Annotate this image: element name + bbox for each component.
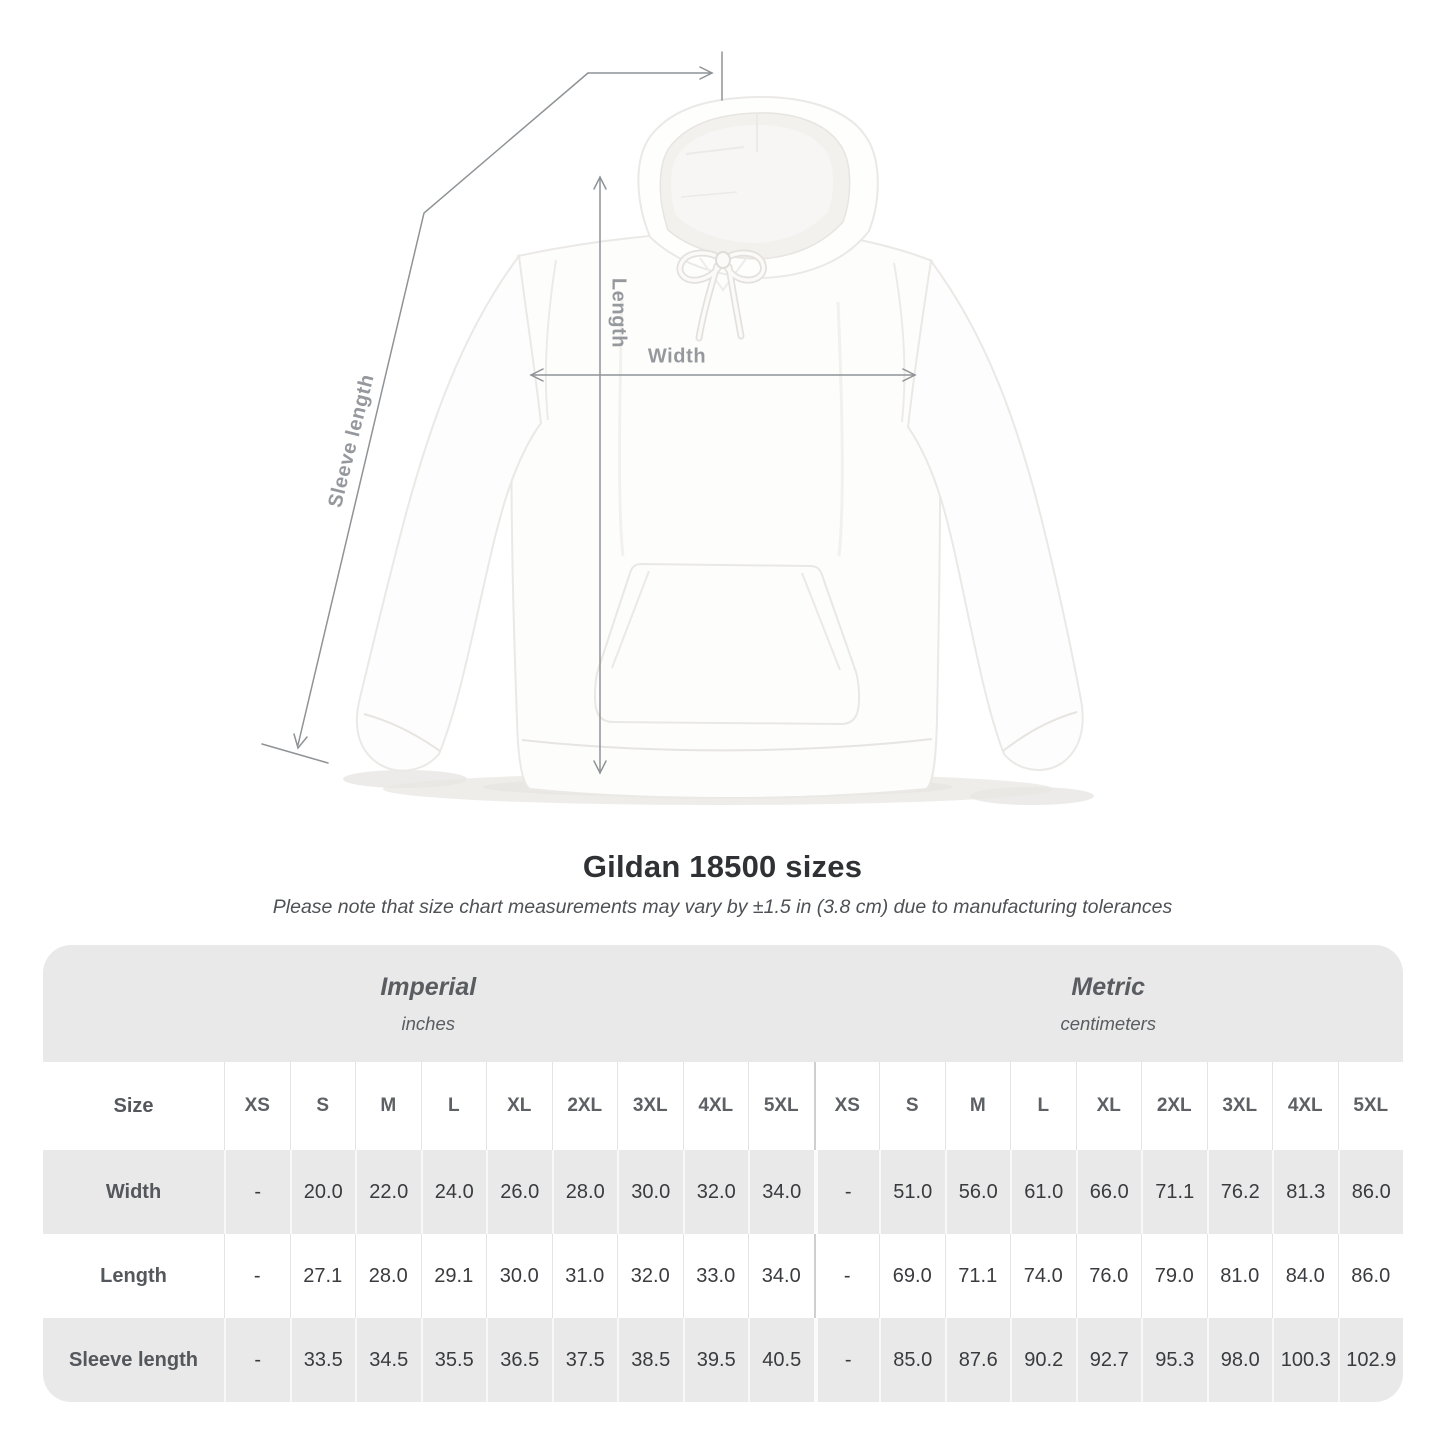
imperial-size-header-xs: XS bbox=[224, 1062, 290, 1150]
imperial-size-header-l: L bbox=[420, 1062, 486, 1150]
tolerance-note: Please note that size chart measurements… bbox=[272, 896, 1173, 918]
metric-value: 86.0 bbox=[1337, 1150, 1403, 1234]
imperial-size-header-4xl: 4XL bbox=[682, 1062, 748, 1150]
measurement-row-label: Length bbox=[43, 1234, 224, 1318]
metric-value: 61.0 bbox=[1010, 1150, 1076, 1234]
imperial-unit-header: Imperial inches bbox=[43, 945, 814, 1062]
metric-value: 102.9 bbox=[1337, 1318, 1403, 1402]
imperial-value: 30.0 bbox=[617, 1150, 683, 1234]
metric-size-header-xl: XL bbox=[1075, 1062, 1141, 1150]
metric-value: 79.0 bbox=[1141, 1234, 1207, 1318]
metric-size-header-5xl: 5XL bbox=[1337, 1062, 1403, 1150]
measurement-row-label: Sleeve length bbox=[43, 1318, 224, 1402]
metric-value: 74.0 bbox=[1010, 1234, 1076, 1318]
hoodie-measurement-figure: Length Width Sleeve length bbox=[261, 51, 1094, 805]
metric-size-header-4xl: 4XL bbox=[1272, 1062, 1338, 1150]
metric-unit-subtitle: centimeters bbox=[1060, 1012, 1157, 1034]
metric-value: 76.2 bbox=[1206, 1150, 1272, 1234]
imperial-value: 24.0 bbox=[420, 1150, 486, 1234]
kangaroo-pocket bbox=[593, 562, 861, 726]
right-sleeve bbox=[906, 258, 1084, 771]
metric-value: 76.0 bbox=[1075, 1234, 1141, 1318]
metric-value: 92.7 bbox=[1075, 1318, 1141, 1402]
imperial-size-header-2xl: 2XL bbox=[551, 1062, 617, 1150]
imperial-value: 32.0 bbox=[617, 1234, 683, 1318]
imperial-value: - bbox=[224, 1234, 290, 1318]
metric-value: - bbox=[813, 1150, 879, 1234]
imperial-value: 35.5 bbox=[420, 1318, 486, 1402]
imperial-size-header-3xl: 3XL bbox=[617, 1062, 683, 1150]
width-arrow bbox=[529, 368, 917, 382]
imperial-value: 22.0 bbox=[355, 1150, 421, 1234]
metric-size-header-l: L bbox=[1010, 1062, 1076, 1150]
metric-value: 85.0 bbox=[879, 1318, 945, 1402]
metric-size-header-xs: XS bbox=[813, 1062, 879, 1150]
size-table: Imperial inches Metric centimeters Size X… bbox=[43, 945, 1403, 1402]
imperial-value: 30.0 bbox=[486, 1234, 552, 1318]
width-measure-label: Width bbox=[647, 345, 707, 368]
imperial-unit-subtitle: inches bbox=[401, 1012, 455, 1034]
metric-size-header-m: M bbox=[944, 1062, 1010, 1150]
metric-size-header-2xl: 2XL bbox=[1141, 1062, 1207, 1150]
imperial-value: 29.1 bbox=[420, 1234, 486, 1318]
imperial-value: 26.0 bbox=[486, 1150, 552, 1234]
metric-unit-name: Metric bbox=[1071, 972, 1146, 1001]
metric-value: 87.6 bbox=[944, 1318, 1010, 1402]
cuff-tick bbox=[261, 743, 329, 764]
length-measure-label: Length bbox=[607, 277, 630, 349]
imperial-value: 34.0 bbox=[748, 1234, 814, 1318]
imperial-value: 33.0 bbox=[682, 1234, 748, 1318]
metric-value: 84.0 bbox=[1272, 1234, 1338, 1318]
imperial-unit-name: Imperial bbox=[380, 972, 477, 1001]
measurement-row-label: Width bbox=[43, 1150, 224, 1234]
metric-value: 56.0 bbox=[944, 1150, 1010, 1234]
imperial-value: 40.5 bbox=[748, 1318, 814, 1402]
metric-value: 81.0 bbox=[1206, 1234, 1272, 1318]
imperial-size-header-m: M bbox=[355, 1062, 421, 1150]
metric-value: 95.3 bbox=[1141, 1318, 1207, 1402]
metric-size-header-s: S bbox=[879, 1062, 945, 1150]
metric-value: 71.1 bbox=[944, 1234, 1010, 1318]
metric-value: 81.3 bbox=[1272, 1150, 1338, 1234]
metric-value: 51.0 bbox=[879, 1150, 945, 1234]
metric-value: - bbox=[813, 1318, 879, 1402]
imperial-value: 32.0 bbox=[682, 1150, 748, 1234]
imperial-value: 36.5 bbox=[486, 1318, 552, 1402]
size-column-header: Size bbox=[43, 1062, 224, 1150]
imperial-size-header-xl: XL bbox=[486, 1062, 552, 1150]
metric-value: 66.0 bbox=[1075, 1150, 1141, 1234]
imperial-value: 38.5 bbox=[617, 1318, 683, 1402]
metric-value: 86.0 bbox=[1337, 1234, 1403, 1318]
metric-unit-header: Metric centimeters bbox=[813, 945, 1403, 1062]
imperial-value: - bbox=[224, 1150, 290, 1234]
metric-value: 100.3 bbox=[1272, 1318, 1338, 1402]
imperial-value: 31.0 bbox=[551, 1234, 617, 1318]
imperial-value: 37.5 bbox=[551, 1318, 617, 1402]
imperial-value: 28.0 bbox=[355, 1234, 421, 1318]
imperial-size-header-5xl: 5XL bbox=[748, 1062, 814, 1150]
imperial-value: 33.5 bbox=[289, 1318, 355, 1402]
seam-lines bbox=[363, 259, 1078, 752]
sleeve-length-arrow bbox=[261, 51, 723, 764]
imperial-value: 34.0 bbox=[748, 1150, 814, 1234]
imperial-value: 28.0 bbox=[551, 1150, 617, 1234]
metric-value: - bbox=[813, 1234, 879, 1318]
metric-value: 90.2 bbox=[1010, 1318, 1076, 1402]
imperial-value: 20.0 bbox=[289, 1150, 355, 1234]
length-arrow bbox=[593, 175, 607, 775]
imperial-size-header-s: S bbox=[289, 1062, 355, 1150]
metric-value: 71.1 bbox=[1141, 1150, 1207, 1234]
drawstring-bow bbox=[676, 249, 767, 342]
imperial-value: - bbox=[224, 1318, 290, 1402]
page-title: Gildan 18500 sizes bbox=[582, 849, 863, 884]
imperial-value: 34.5 bbox=[355, 1318, 421, 1402]
metric-size-header-3xl: 3XL bbox=[1206, 1062, 1272, 1150]
hoodie-illustration bbox=[261, 51, 1094, 805]
left-sleeve bbox=[355, 253, 543, 772]
metric-value: 69.0 bbox=[879, 1234, 945, 1318]
imperial-value: 27.1 bbox=[289, 1234, 355, 1318]
imperial-value: 39.5 bbox=[682, 1318, 748, 1402]
metric-value: 98.0 bbox=[1206, 1318, 1272, 1402]
